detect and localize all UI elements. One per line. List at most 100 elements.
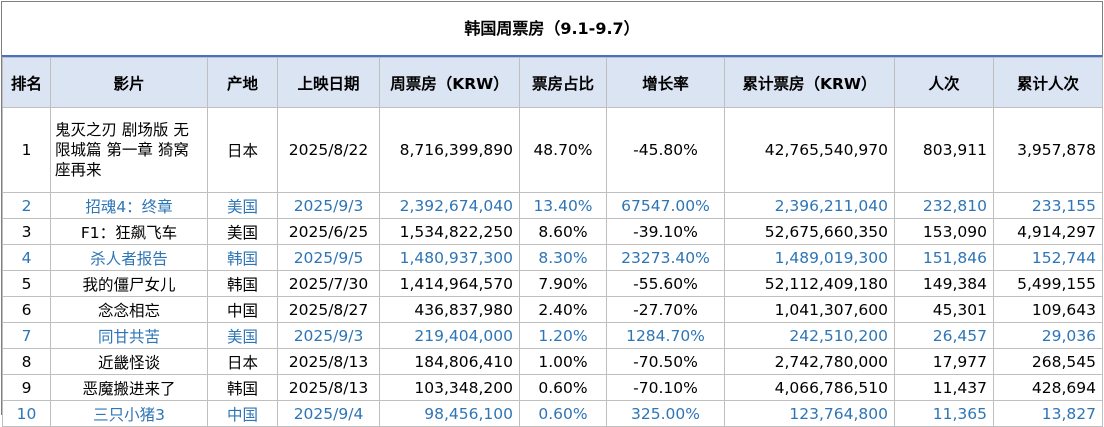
cell-rank: 10: [2, 400, 51, 427]
cell-total-gross: 52,675,660,350: [724, 218, 895, 245]
cell-film: 近畿怪谈: [50, 348, 208, 375]
cell-weekly-gross: 184,806,410: [379, 348, 520, 375]
col-header-origin: 产地: [207, 57, 278, 108]
cell-film: 招魂4：终章: [50, 192, 208, 219]
col-header-rank: 排名: [2, 57, 51, 108]
cell-share: 1.20%: [519, 322, 607, 349]
table-row: 8 近畿怪谈 日本 2025/8/13 184,806,410 1.00% -7…: [2, 348, 1103, 375]
cell-total-gross: 42,765,540,970: [724, 107, 895, 193]
cell-total-gross: 2,742,780,000: [724, 348, 895, 375]
cell-rank: 8: [2, 348, 51, 375]
cell-film: 同甘共苦: [50, 322, 208, 349]
cell-total-gross: 1,041,307,600: [724, 296, 895, 323]
cell-release-date: 2025/8/13: [277, 348, 380, 375]
box-office-table: 排名 影片 产地 上映日期 周票房（KRW） 票房占比 增长率 累计票房（KRW…: [2, 57, 1103, 427]
cell-rank: 7: [2, 322, 51, 349]
col-header-growth: 增长率: [606, 57, 725, 108]
cell-total-admissions: 4,914,297: [993, 218, 1103, 245]
header-row: 排名 影片 产地 上映日期 周票房（KRW） 票房占比 增长率 累计票房（KRW…: [2, 57, 1103, 108]
cell-total-gross: 1,489,019,300: [724, 244, 895, 271]
cell-rank: 2: [2, 192, 51, 219]
cell-admissions: 45,301: [894, 296, 994, 323]
cell-growth: -27.70%: [606, 296, 725, 323]
cell-film: F1：狂飙飞车: [50, 218, 208, 245]
col-header-release-date: 上映日期: [277, 57, 380, 108]
cell-admissions: 803,911: [894, 107, 994, 193]
table-row: 4 杀人者报告 韩国 2025/9/5 1,480,937,300 8.30% …: [2, 244, 1103, 271]
cell-weekly-gross: 2,392,674,040: [379, 192, 520, 219]
cell-growth: -39.10%: [606, 218, 725, 245]
cell-admissions: 149,384: [894, 270, 994, 297]
cell-weekly-gross: 1,534,822,250: [379, 218, 520, 245]
cell-growth: -70.50%: [606, 348, 725, 375]
cell-film: 鬼灭之刃 剧场版 无限城篇 第一章 猗窝座再来: [50, 107, 208, 193]
cell-origin: 韩国: [207, 270, 278, 297]
table-row: 6 念念相忘 中国 2025/8/27 436,837,980 2.40% -2…: [2, 296, 1103, 323]
cell-rank: 1: [2, 107, 51, 193]
cell-origin: 中国: [207, 400, 278, 427]
cell-release-date: 2025/8/27: [277, 296, 380, 323]
cell-weekly-gross: 8,716,399,890: [379, 107, 520, 193]
cell-growth: -70.10%: [606, 374, 725, 401]
table-row: 10 三只小猪3 中国 2025/9/4 98,456,100 0.60% 32…: [2, 400, 1103, 427]
cell-growth: 67547.00%: [606, 192, 725, 219]
cell-origin: 日本: [207, 107, 278, 193]
cell-admissions: 232,810: [894, 192, 994, 219]
cell-share: 7.90%: [519, 270, 607, 297]
cell-weekly-gross: 436,837,980: [379, 296, 520, 323]
cell-origin: 韩国: [207, 374, 278, 401]
cell-film: 念念相忘: [50, 296, 208, 323]
cell-film: 杀人者报告: [50, 244, 208, 271]
cell-share: 2.40%: [519, 296, 607, 323]
cell-weekly-gross: 1,414,964,570: [379, 270, 520, 297]
cell-total-gross: 2,396,211,040: [724, 192, 895, 219]
cell-growth: 23273.40%: [606, 244, 725, 271]
cell-film: 我的僵尸女儿: [50, 270, 208, 297]
cell-admissions: 151,846: [894, 244, 994, 271]
cell-total-gross: 242,510,200: [724, 322, 895, 349]
cell-total-gross: 4,066,786,510: [724, 374, 895, 401]
cell-total-admissions: 29,036: [993, 322, 1103, 349]
table-row: 5 我的僵尸女儿 韩国 2025/7/30 1,414,964,570 7.90…: [2, 270, 1103, 297]
cell-weekly-gross: 98,456,100: [379, 400, 520, 427]
cell-share: 1.00%: [519, 348, 607, 375]
cell-release-date: 2025/9/5: [277, 244, 380, 271]
cell-total-admissions: 3,957,878: [993, 107, 1103, 193]
cell-total-admissions: 268,545: [993, 348, 1103, 375]
col-header-total-gross: 累计票房（KRW）: [724, 57, 895, 108]
cell-release-date: 2025/8/22: [277, 107, 380, 193]
cell-share: 0.60%: [519, 374, 607, 401]
cell-growth: 1284.70%: [606, 322, 725, 349]
cell-release-date: 2025/6/25: [277, 218, 380, 245]
cell-origin: 中国: [207, 296, 278, 323]
cell-total-admissions: 5,499,155: [993, 270, 1103, 297]
table-title: 韩国周票房（9.1-9.7）: [2, 2, 1102, 57]
cell-total-admissions: 109,643: [993, 296, 1103, 323]
col-header-admissions: 人次: [894, 57, 994, 108]
cell-weekly-gross: 103,348,200: [379, 374, 520, 401]
cell-share: 13.40%: [519, 192, 607, 219]
cell-admissions: 17,977: [894, 348, 994, 375]
table-row: 3 F1：狂飙飞车 美国 2025/6/25 1,534,822,250 8.6…: [2, 218, 1103, 245]
cell-total-gross: 123,764,800: [724, 400, 895, 427]
cell-origin: 韩国: [207, 244, 278, 271]
cell-origin: 日本: [207, 348, 278, 375]
cell-rank: 5: [2, 270, 51, 297]
cell-total-admissions: 428,694: [993, 374, 1103, 401]
cell-origin: 美国: [207, 322, 278, 349]
cell-release-date: 2025/9/3: [277, 322, 380, 349]
cell-admissions: 11,365: [894, 400, 994, 427]
cell-admissions: 11,437: [894, 374, 994, 401]
cell-origin: 美国: [207, 192, 278, 219]
cell-share: 0.60%: [519, 400, 607, 427]
cell-film: 恶魔搬进来了: [50, 374, 208, 401]
cell-release-date: 2025/7/30: [277, 270, 380, 297]
cell-total-admissions: 233,155: [993, 192, 1103, 219]
table-row: 7 同甘共苦 美国 2025/9/3 219,404,000 1.20% 128…: [2, 322, 1103, 349]
cell-origin: 美国: [207, 218, 278, 245]
cell-weekly-gross: 219,404,000: [379, 322, 520, 349]
cell-total-admissions: 152,744: [993, 244, 1103, 271]
cell-rank: 4: [2, 244, 51, 271]
table-row: 1 鬼灭之刃 剧场版 无限城篇 第一章 猗窝座再来 日本 2025/8/22 8…: [2, 107, 1103, 193]
cell-release-date: 2025/9/4: [277, 400, 380, 427]
